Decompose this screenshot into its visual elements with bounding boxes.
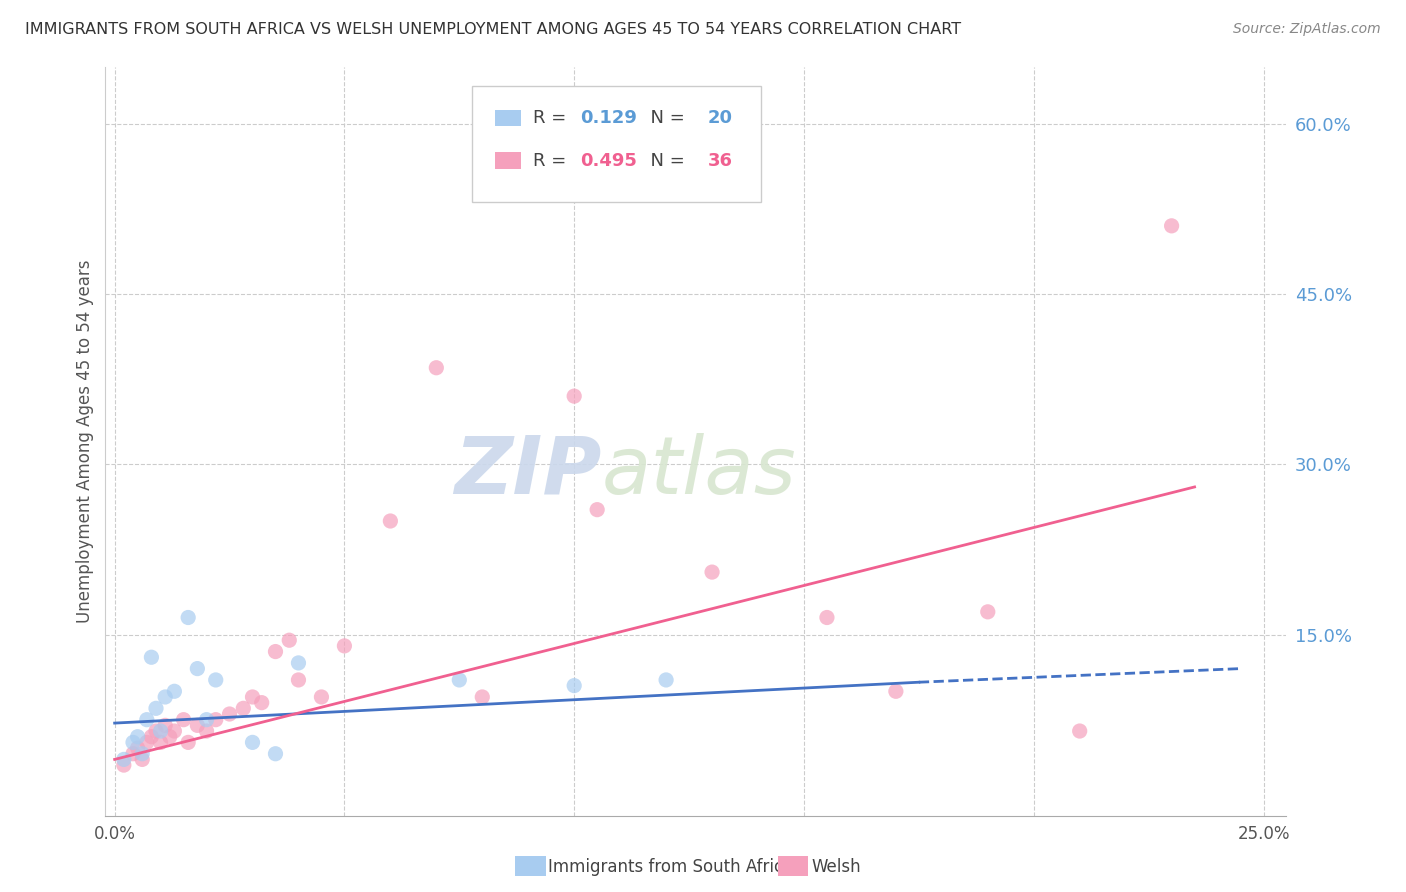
Point: [278, 633, 301, 648]
Point: [204, 713, 226, 727]
Point: [145, 724, 167, 739]
Text: atlas: atlas: [602, 433, 796, 510]
Text: N =: N =: [640, 109, 690, 127]
Text: N =: N =: [640, 152, 690, 169]
Text: Welsh: Welsh: [811, 858, 860, 876]
FancyBboxPatch shape: [495, 153, 522, 169]
Point: [135, 735, 157, 749]
Point: [145, 701, 167, 715]
Point: [195, 724, 218, 739]
Point: [815, 610, 838, 624]
Point: [141, 650, 163, 665]
Text: IMMIGRANTS FROM SOUTH AFRICA VS WELSH UNEMPLOYMENT AMONG AGES 45 TO 54 YEARS COR: IMMIGRANTS FROM SOUTH AFRICA VS WELSH UN…: [25, 22, 962, 37]
Point: [195, 713, 218, 727]
Point: [122, 735, 145, 749]
Point: [159, 730, 181, 744]
Point: [1160, 219, 1182, 233]
Point: [700, 565, 723, 579]
Point: [149, 735, 172, 749]
Point: [177, 735, 200, 749]
Point: [163, 724, 186, 739]
Point: [250, 696, 273, 710]
Text: 0.129: 0.129: [581, 109, 637, 127]
Point: [177, 610, 200, 624]
Text: 20: 20: [707, 109, 733, 127]
Point: [311, 690, 333, 704]
Point: [977, 605, 1000, 619]
Text: R =: R =: [533, 152, 572, 169]
Point: [242, 690, 264, 704]
Point: [153, 690, 176, 704]
Text: Immigrants from South Africa: Immigrants from South Africa: [548, 858, 793, 876]
Point: [153, 718, 176, 732]
Point: [186, 718, 208, 732]
Point: [242, 735, 264, 749]
Point: [173, 713, 195, 727]
Point: [471, 690, 494, 704]
Point: [264, 747, 287, 761]
Point: [425, 360, 447, 375]
Point: [127, 741, 149, 756]
Point: [141, 730, 163, 744]
Point: [562, 389, 585, 403]
FancyBboxPatch shape: [495, 110, 522, 126]
Point: [122, 747, 145, 761]
Point: [287, 656, 309, 670]
Point: [112, 758, 135, 772]
Point: [884, 684, 907, 698]
Point: [232, 701, 254, 715]
Point: [264, 644, 287, 658]
Point: [149, 724, 172, 739]
Point: [131, 752, 153, 766]
FancyBboxPatch shape: [471, 86, 761, 202]
Text: R =: R =: [533, 109, 572, 127]
Point: [218, 706, 240, 721]
Point: [127, 730, 149, 744]
Text: ZIP: ZIP: [454, 433, 602, 510]
Point: [1069, 724, 1091, 739]
Point: [380, 514, 402, 528]
Point: [562, 679, 585, 693]
Point: [204, 673, 226, 687]
Text: 0.495: 0.495: [581, 152, 637, 169]
Point: [449, 673, 471, 687]
Point: [287, 673, 309, 687]
Point: [655, 673, 678, 687]
Point: [333, 639, 356, 653]
Y-axis label: Unemployment Among Ages 45 to 54 years: Unemployment Among Ages 45 to 54 years: [76, 260, 94, 624]
Point: [186, 662, 208, 676]
Point: [131, 747, 153, 761]
Text: Source: ZipAtlas.com: Source: ZipAtlas.com: [1233, 22, 1381, 37]
Point: [135, 713, 157, 727]
Point: [586, 502, 609, 516]
Point: [112, 752, 135, 766]
Point: [163, 684, 186, 698]
Text: 36: 36: [707, 152, 733, 169]
